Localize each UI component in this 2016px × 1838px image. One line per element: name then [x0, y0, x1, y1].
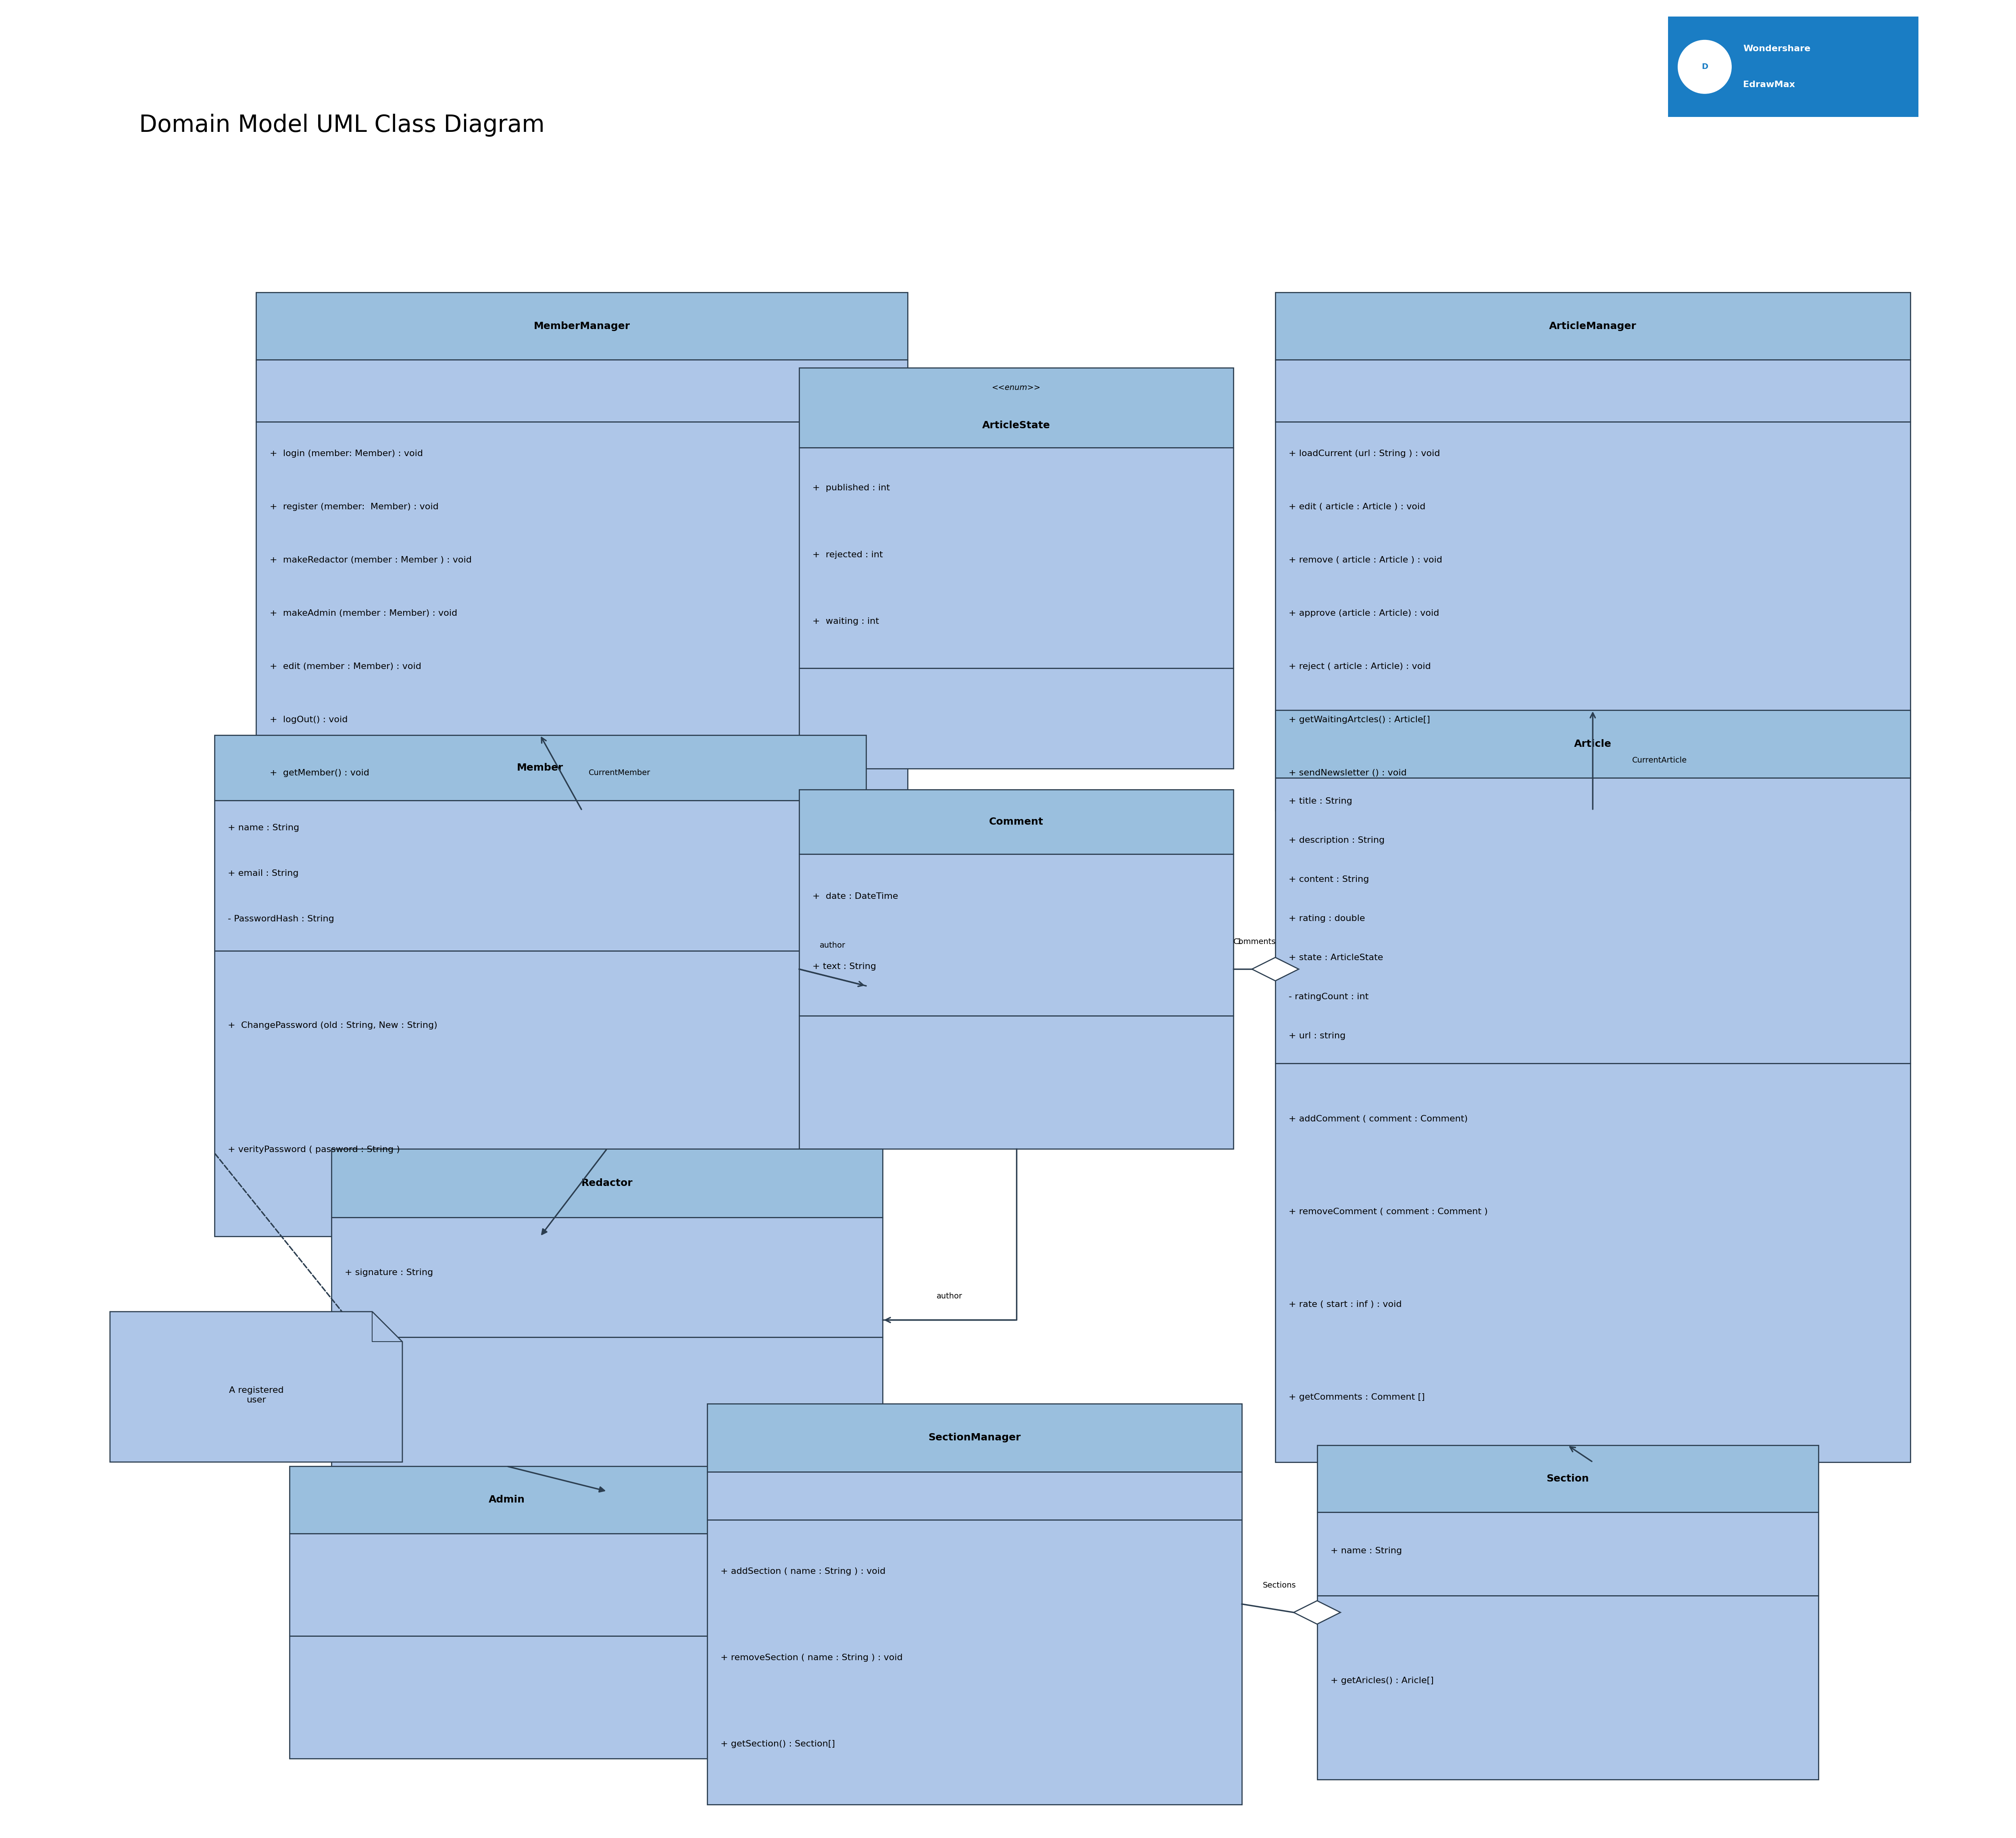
Text: + addSection ( name : String ) : void: + addSection ( name : String ) : void — [720, 1568, 885, 1575]
Text: + description : String: + description : String — [1288, 836, 1385, 844]
Bar — [331, 1217, 883, 1338]
Bar — [1276, 1064, 1911, 1461]
Bar — [331, 1149, 883, 1217]
Text: +  date : DateTime: + date : DateTime — [812, 891, 899, 901]
Text: +  ChangePassword (old : String, New : String): + ChangePassword (old : String, New : St… — [228, 1022, 437, 1029]
Bar — [798, 368, 1234, 448]
Bar — [256, 423, 907, 811]
Text: + title : String: + title : String — [1288, 798, 1353, 805]
Text: Sections: Sections — [1262, 1581, 1296, 1590]
Text: +  login (member: Member) : void: + login (member: Member) : void — [270, 450, 423, 458]
Text: + name : String: + name : String — [1331, 1548, 1401, 1555]
Bar — [331, 1338, 883, 1491]
Text: Comment: Comment — [990, 818, 1044, 827]
Text: Domain Model UML Class Diagram: Domain Model UML Class Diagram — [139, 114, 544, 136]
Polygon shape — [1294, 1601, 1341, 1625]
Text: + remove ( article : Article ) : void: + remove ( article : Article ) : void — [1288, 557, 1441, 564]
Text: + getSection() : Section[]: + getSection() : Section[] — [720, 1741, 835, 1748]
Bar — [256, 292, 907, 360]
Text: + edit ( article : Article ) : void: + edit ( article : Article ) : void — [1288, 504, 1425, 511]
Text: + approve (article : Article) : void: + approve (article : Article) : void — [1288, 610, 1439, 618]
Text: Wondershare: Wondershare — [1744, 44, 1810, 53]
Text: author: author — [937, 1292, 962, 1299]
Text: + content : String: + content : String — [1288, 875, 1369, 884]
Bar — [1276, 423, 1911, 811]
Bar — [708, 1404, 1242, 1472]
Text: +  getMember() : void: + getMember() : void — [270, 768, 369, 777]
Text: Redactor: Redactor — [581, 1178, 633, 1187]
Bar — [1276, 292, 1911, 360]
Bar — [1667, 17, 1919, 118]
Text: D: D — [1702, 62, 1708, 70]
Text: + getWaitingArtcles() : Article[]: + getWaitingArtcles() : Article[] — [1288, 715, 1429, 724]
Text: Section: Section — [1546, 1474, 1589, 1483]
Text: +  register (member:  Member) : void: + register (member: Member) : void — [270, 504, 437, 511]
Polygon shape — [1252, 958, 1298, 981]
Text: + getComments : Comment []: + getComments : Comment [] — [1288, 1393, 1425, 1401]
Text: +  rejected : int: + rejected : int — [812, 551, 883, 559]
Text: Article: Article — [1574, 739, 1611, 748]
Text: Member: Member — [516, 763, 562, 772]
Text: CurrentMember: CurrentMember — [589, 768, 651, 777]
Text: + removeComment ( comment : Comment ): + removeComment ( comment : Comment ) — [1288, 1208, 1488, 1217]
Text: +  waiting : int: + waiting : int — [812, 618, 879, 625]
Text: + reject ( article : Article) : void: + reject ( article : Article) : void — [1288, 664, 1431, 671]
Text: + url : string: + url : string — [1288, 1033, 1345, 1040]
Text: + removeSection ( name : String ) : void: + removeSection ( name : String ) : void — [720, 1654, 903, 1662]
Polygon shape — [111, 1312, 403, 1461]
Bar — [256, 360, 907, 423]
Text: + email : String: + email : String — [228, 869, 298, 877]
Text: + getAricles() : Aricle[]: + getAricles() : Aricle[] — [1331, 1676, 1433, 1685]
Text: Admin: Admin — [488, 1494, 524, 1505]
Text: +  published : int: + published : int — [812, 483, 889, 493]
Text: CurrentArticle: CurrentArticle — [1633, 757, 1687, 765]
Bar — [214, 735, 867, 800]
Bar — [290, 1467, 724, 1533]
Text: + name : String: + name : String — [228, 823, 298, 833]
Bar — [708, 1472, 1242, 1520]
Bar — [290, 1533, 724, 1636]
Text: - ratingCount : int: - ratingCount : int — [1288, 993, 1369, 1002]
Text: +  makeRedactor (member : Member ) : void: + makeRedactor (member : Member ) : void — [270, 557, 472, 564]
Text: + sendNewsletter () : void: + sendNewsletter () : void — [1288, 768, 1407, 777]
Text: - PasswordHash : String: - PasswordHash : String — [228, 915, 335, 923]
Circle shape — [1677, 40, 1732, 94]
Bar — [798, 448, 1234, 669]
Text: MemberManager: MemberManager — [534, 322, 631, 331]
Text: author: author — [821, 941, 845, 948]
Bar — [798, 790, 1234, 855]
Text: + signature : String: + signature : String — [345, 1268, 433, 1277]
Text: + loadCurrent (url : String ) : void: + loadCurrent (url : String ) : void — [1288, 450, 1439, 458]
Bar — [214, 800, 867, 950]
Text: +  logOut() : void: + logOut() : void — [270, 715, 347, 724]
Bar — [214, 950, 867, 1237]
Text: + text : String: + text : String — [812, 963, 877, 970]
Text: + rate ( start : inf ) : void: + rate ( start : inf ) : void — [1288, 1301, 1401, 1309]
Bar — [1276, 360, 1911, 423]
Text: A registered
user: A registered user — [230, 1386, 284, 1404]
Text: + addComment ( comment : Comment): + addComment ( comment : Comment) — [1288, 1116, 1468, 1123]
Bar — [1276, 777, 1911, 1064]
Bar — [708, 1520, 1242, 1805]
Text: Comments: Comments — [1234, 937, 1276, 947]
Bar — [1316, 1595, 1818, 1779]
Text: ArticleState: ArticleState — [982, 421, 1050, 430]
Bar — [1316, 1445, 1818, 1513]
Text: EdrawMax: EdrawMax — [1744, 81, 1794, 88]
Bar — [798, 669, 1234, 768]
Bar — [1276, 709, 1911, 777]
Text: ArticleManager: ArticleManager — [1548, 322, 1637, 331]
Bar — [798, 855, 1234, 1016]
Text: +  edit (member : Member) : void: + edit (member : Member) : void — [270, 664, 421, 671]
Text: + verityPassword ( password : String ): + verityPassword ( password : String ) — [228, 1145, 399, 1154]
Bar — [798, 1016, 1234, 1149]
Text: + rating : double: + rating : double — [1288, 915, 1365, 923]
Text: SectionManager: SectionManager — [927, 1434, 1020, 1443]
Bar — [1316, 1513, 1818, 1595]
Text: +  makeAdmin (member : Member) : void: + makeAdmin (member : Member) : void — [270, 610, 458, 618]
Text: 1: 1 — [1238, 937, 1242, 947]
Bar — [290, 1636, 724, 1759]
Text: <<enum>>: <<enum>> — [992, 384, 1040, 391]
Text: + state : ArticleState: + state : ArticleState — [1288, 954, 1383, 961]
